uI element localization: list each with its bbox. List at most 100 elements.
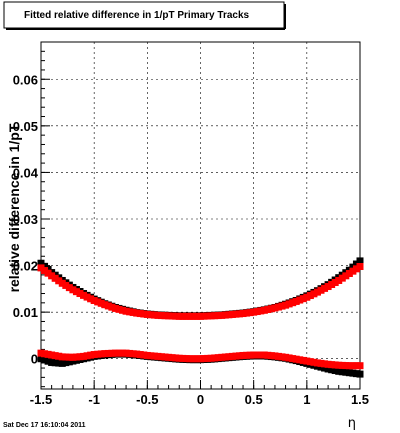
data-point (37, 355, 45, 363)
data-point (324, 283, 332, 291)
data-point-fill (349, 263, 357, 271)
data-point-fill (172, 354, 180, 362)
data-point (48, 272, 56, 280)
data-point (324, 360, 332, 368)
x-tick-label: -0.5 (136, 392, 158, 407)
data-point (143, 351, 151, 359)
data-point (122, 349, 130, 357)
data-point-fill (257, 307, 265, 315)
data-point (111, 349, 119, 357)
data-point-fill (158, 353, 166, 361)
data-point-fill (65, 284, 73, 292)
data-point-fill (147, 311, 155, 319)
data-point-fill (55, 352, 63, 360)
data-point-fill (94, 350, 102, 358)
y-axis-title: relative difference in 1/pT (6, 123, 22, 292)
data-point (37, 349, 45, 357)
data-point-fill (317, 286, 325, 294)
data-point-fill (296, 296, 304, 304)
data-point (69, 353, 77, 361)
x-axis-title: η (348, 416, 356, 431)
y-tick-label: 0.01 (13, 305, 38, 320)
data-point (197, 355, 204, 363)
title-box (3, 1, 285, 29)
data-point (58, 279, 66, 287)
data-point-fill (179, 354, 187, 362)
data-point-fill (253, 308, 261, 316)
data-point-fill (182, 312, 190, 320)
data-point-fill (225, 311, 233, 319)
data-point (58, 353, 66, 361)
data-point (250, 308, 258, 316)
data-point-fill (115, 305, 123, 313)
data-point-fill (172, 312, 180, 320)
data-point-fill (338, 274, 346, 282)
data-point (260, 351, 268, 359)
data-point-fill (257, 351, 265, 359)
y-tick-label: 0.06 (13, 72, 38, 87)
data-point-fill (44, 269, 52, 277)
data-point-fill (150, 352, 158, 360)
data-point (80, 352, 88, 360)
data-point-fill (189, 312, 197, 320)
data-point-fill (115, 349, 123, 357)
data-point-fill (232, 310, 240, 318)
data-point (175, 354, 183, 362)
data-point-fill (274, 303, 282, 311)
data-point-fill (331, 361, 339, 369)
data-point-fill (306, 292, 314, 300)
data-point (111, 304, 119, 312)
data-point-fill (243, 351, 251, 359)
data-point (133, 350, 141, 358)
data-point-fill (349, 362, 357, 370)
data-point-fill (204, 312, 212, 320)
data-point-fill (104, 302, 112, 310)
data-point (239, 310, 247, 318)
data-point-fill (289, 299, 297, 307)
data-point-fill (72, 353, 80, 361)
data-point-fill (267, 305, 275, 313)
data-point (271, 352, 279, 360)
data-point (154, 311, 162, 319)
data-point-fill (342, 368, 350, 376)
data-point (271, 304, 279, 312)
data-point-fill (214, 312, 222, 320)
data-point (313, 359, 321, 367)
data-point-fill (285, 300, 293, 308)
data-point-fill (41, 262, 49, 270)
data-point-fill (140, 351, 148, 359)
data-point-fill (51, 274, 59, 282)
data-point (335, 367, 343, 375)
chart-title: Fitted relative difference in 1/pT Prima… (24, 10, 250, 21)
data-point (37, 264, 45, 272)
data-point-fill (200, 312, 208, 320)
data-point-fill (179, 312, 187, 320)
data-point-fill (321, 284, 329, 292)
data-point-fill (76, 290, 84, 298)
data-point-fill (296, 356, 304, 364)
data-point (282, 353, 290, 361)
data-point-fill (97, 299, 105, 307)
data-point-fill (108, 349, 116, 357)
y-tick-labels: 0 0.01 0.02 0.03 0.04 0.05 0.06 (13, 72, 39, 366)
y-tick-label: 0.05 (13, 119, 38, 134)
data-point-fill (41, 356, 49, 364)
data-point (154, 352, 162, 360)
data-point-fill (310, 290, 318, 298)
data-point-fill (349, 267, 357, 275)
data-point-fill (193, 312, 201, 320)
data-point-fill (338, 361, 346, 369)
data-point (165, 353, 173, 361)
data-point-fill (147, 352, 155, 360)
timestamp: Sat Dec 17 16:10:04 2011 (3, 422, 86, 429)
data-point (101, 301, 109, 309)
data-point (345, 269, 353, 277)
data-point-fill (168, 312, 176, 320)
data-point-fill (129, 308, 137, 316)
data-point-fill (328, 366, 336, 374)
data-point-fill (352, 362, 360, 370)
x-tick-label: -1.5 (30, 392, 52, 407)
data-point (186, 355, 194, 363)
data-point-fill (76, 353, 84, 361)
data-point-fill (161, 312, 169, 320)
